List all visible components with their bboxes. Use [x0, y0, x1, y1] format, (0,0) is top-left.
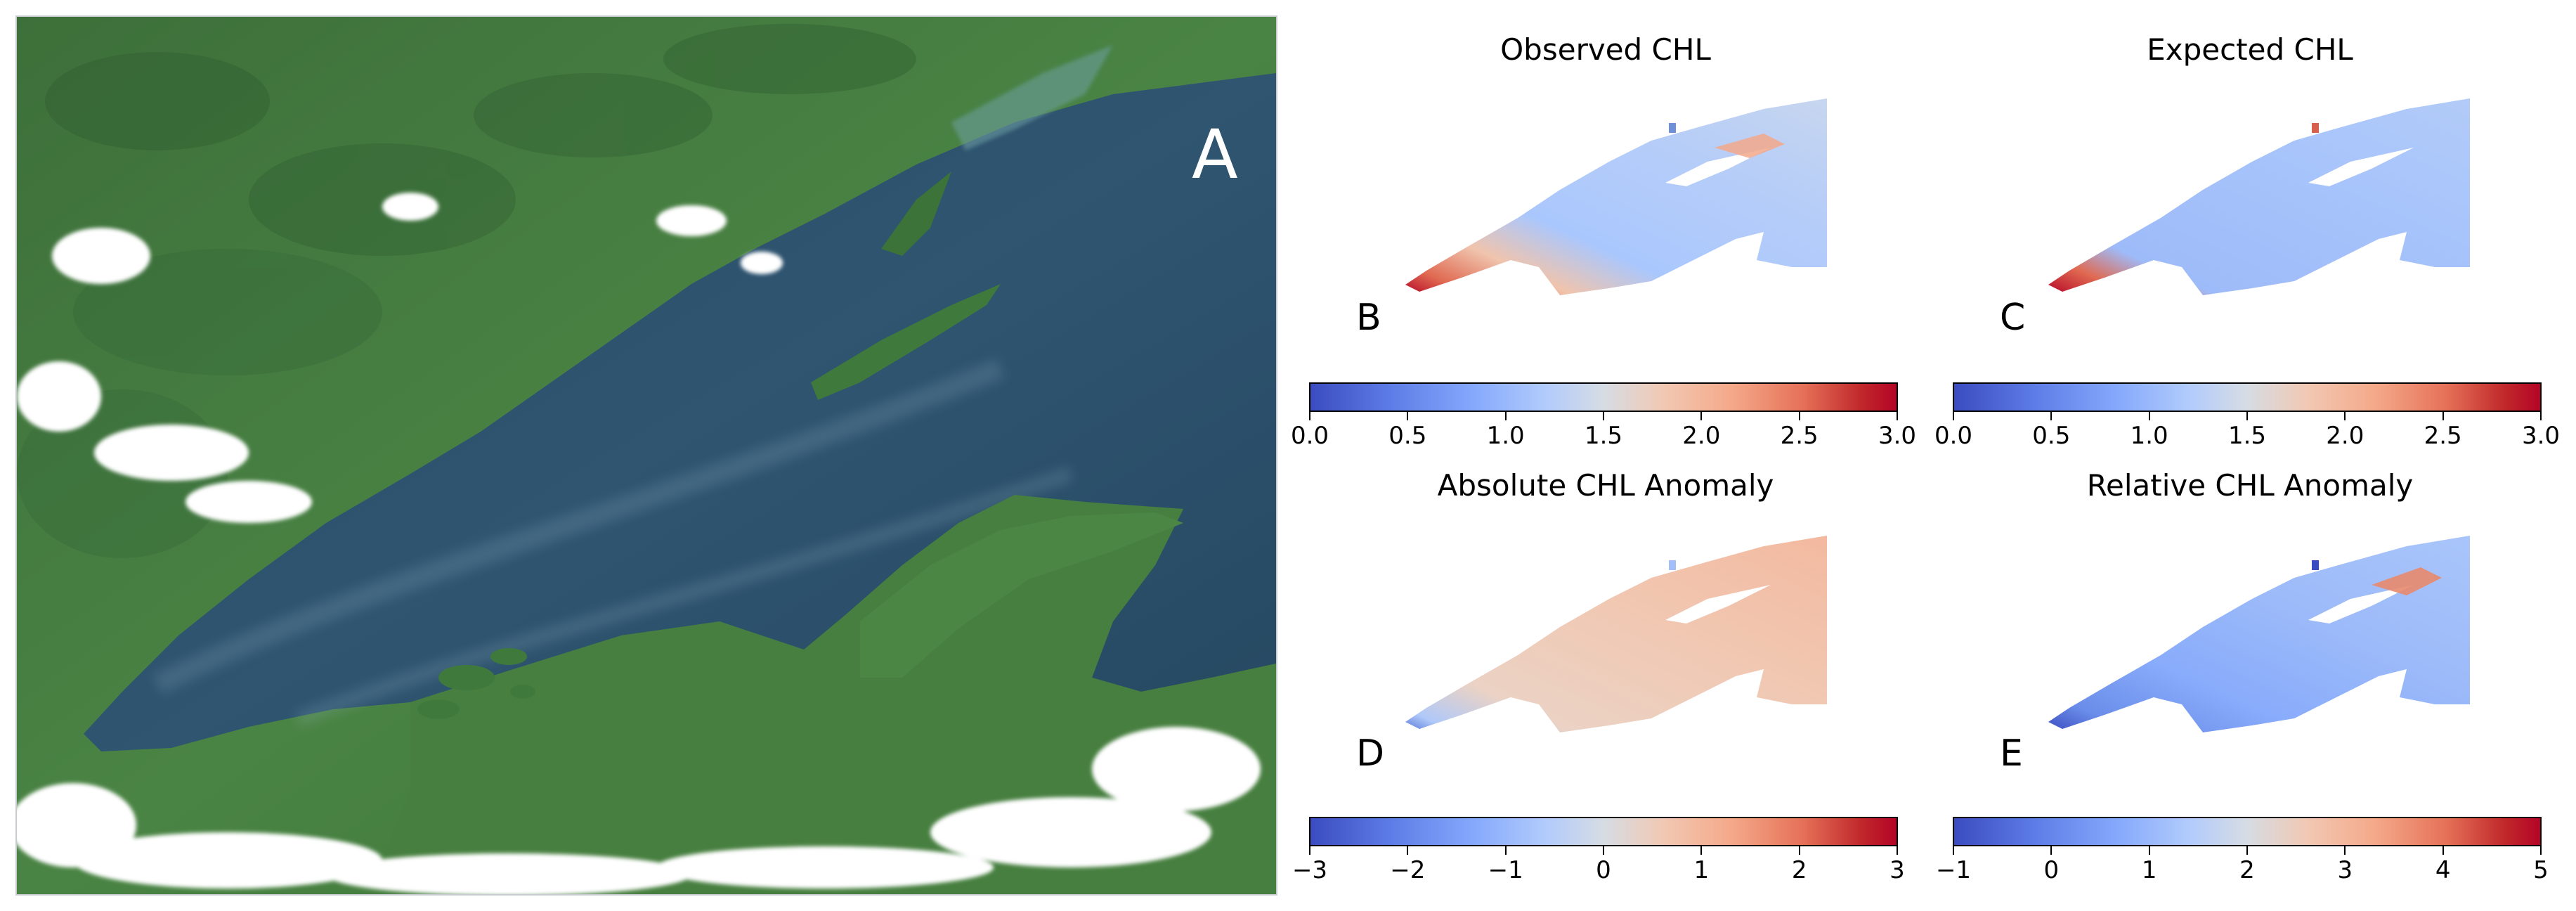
- colorbar-tick-label: 0.5: [2032, 422, 2071, 450]
- panel-title-e: Relative CHL Anomaly: [2086, 468, 2414, 503]
- hotspot-b: [1715, 134, 1785, 158]
- colorbar-tick-label: 0: [2043, 856, 2060, 884]
- south-shore: [368, 495, 1276, 894]
- lake-shape-c: [2048, 98, 2470, 295]
- colorbar-expected: [1953, 382, 2542, 412]
- colorbar-tick-mark: [1407, 846, 1409, 855]
- colorbar-relative: [1953, 817, 2542, 846]
- isle-mask-e: [2308, 585, 2414, 624]
- panel-letter-d: D: [1356, 732, 1385, 775]
- colorbar-tick-mark: [2148, 412, 2150, 420]
- colorbar-tick-mark: [1309, 412, 1310, 420]
- colorbar-tick-label: 3.0: [1878, 422, 1917, 450]
- satellite-image: A: [15, 15, 1277, 896]
- pixel-c: [2312, 123, 2319, 133]
- colorbar-tick-label: 0.0: [1290, 422, 1329, 450]
- nipigon-bay-shallows: [951, 45, 1113, 150]
- colorbar-tick-mark: [1700, 846, 1703, 855]
- colorbar-tick-label: 1: [2141, 856, 2157, 884]
- colorbar-tick-mark: [1700, 412, 1703, 420]
- pixel-b: [1669, 123, 1676, 133]
- colorbar-tick-label: 0.0: [1934, 422, 1973, 450]
- colorbar-tick-mark: [1504, 846, 1507, 855]
- panel-letter-e: E: [2000, 732, 2023, 775]
- colorbar-tick-mark: [2540, 412, 2542, 420]
- isle-mask-d: [1665, 585, 1771, 624]
- colorbar-tick-label: 0: [1596, 856, 1611, 884]
- lake-streaks: [152, 358, 1074, 728]
- colorbar-tick-label: 1.0: [2130, 422, 2168, 450]
- colorbar-tick-mark: [2442, 412, 2444, 420]
- colorbar-tick-mark: [1897, 412, 1898, 420]
- panel-letter-c: C: [2000, 297, 2026, 339]
- panel-title-b: Observed CHL: [1500, 32, 1711, 67]
- colorbar-absolute: [1309, 817, 1898, 846]
- map-observed-chl: [1405, 98, 1827, 295]
- colorbar-tick-label: 2.0: [2326, 422, 2364, 450]
- panel-letter-a: A: [1192, 115, 1238, 194]
- isle-mask-b: [1665, 148, 1771, 186]
- colorbar-tick-mark: [1603, 846, 1604, 855]
- colorbar-tick-mark: [2148, 846, 2150, 855]
- colorbar-tick-label: 2: [1791, 856, 1807, 884]
- clouds: [17, 193, 1261, 894]
- colorbar-tick-label: 4: [2435, 856, 2451, 884]
- colorbar-observed: [1309, 382, 1898, 412]
- colorbar-tick-mark: [1798, 412, 1800, 420]
- colorbar-tick-mark: [2246, 846, 2248, 855]
- satellite-scene: [17, 17, 1276, 894]
- colorbar-tick-label: −1: [1488, 856, 1523, 884]
- colorbar-tick-mark: [2344, 846, 2346, 855]
- colorbar-tick-mark: [1309, 846, 1310, 855]
- colorbar-tick-mark: [2246, 412, 2248, 420]
- colorbar-tick-label: 0.5: [1388, 422, 1427, 450]
- colorbar-tick-label: 1.5: [1584, 422, 1623, 450]
- hotspot-e: [2372, 567, 2442, 595]
- colorbar-tick-label: 2.5: [1780, 422, 1819, 450]
- colorbar-tick-label: 3: [2337, 856, 2353, 884]
- colorbar-tick-mark: [1953, 412, 1954, 420]
- colorbar-tick-label: 2.0: [1682, 422, 1721, 450]
- colorbar-tick-label: 2: [2239, 856, 2255, 884]
- colorbar-tick-mark: [1407, 412, 1409, 420]
- apostle-islands: [417, 648, 535, 719]
- colorbar-tick-label: 3: [1889, 856, 1905, 884]
- panel-title-c: Expected CHL: [2147, 32, 2353, 67]
- panel-letter-b: B: [1356, 297, 1381, 339]
- colorbar-tick-mark: [1953, 846, 1954, 855]
- colorbar-tick-label: 1: [1693, 856, 1710, 884]
- isle-royale: [811, 284, 1001, 400]
- colorbar-tick-label: 1.5: [2227, 422, 2267, 450]
- colorbar-tick-label: 5: [2533, 856, 2549, 884]
- pixel-d: [1669, 560, 1676, 570]
- colorbar-tick-mark: [1504, 412, 1507, 420]
- colorbar-tick-label: 1.0: [1486, 422, 1525, 450]
- colorbar-tick-mark: [2050, 412, 2053, 420]
- colorbar-tick-mark: [1897, 846, 1898, 855]
- map-expected-chl: [2048, 98, 2470, 295]
- keweenaw-peninsula: [860, 512, 1183, 678]
- lake-shape-d: [1405, 536, 1827, 732]
- colorbar-tick-mark: [1798, 846, 1800, 855]
- colorbar-tick-label: −2: [1390, 856, 1426, 884]
- lake-shape-e: [2048, 536, 2470, 732]
- colorbar-tick-label: 3.0: [2521, 422, 2561, 450]
- colorbar-tick-mark: [1603, 412, 1604, 420]
- isle-mask-c: [2308, 148, 2414, 186]
- map-absolute-anomaly: [1405, 536, 1827, 732]
- panel-title-d: Absolute CHL Anomaly: [1437, 468, 1774, 503]
- map-relative-anomaly: [2048, 536, 2470, 732]
- colorbar-tick-mark: [2344, 412, 2346, 420]
- colorbar-tick-mark: [2540, 846, 2542, 855]
- colorbar-tick-label: 2.5: [2424, 422, 2462, 450]
- colorbar-tick-label: −1: [1935, 856, 1972, 884]
- colorbar-tick-mark: [2442, 846, 2444, 855]
- pixel-e: [2312, 560, 2319, 570]
- colorbar-tick-label: −3: [1292, 856, 1328, 884]
- colorbar-tick-mark: [2050, 846, 2053, 855]
- lake-shape-b: [1405, 98, 1827, 295]
- sibley-peninsula: [881, 172, 951, 256]
